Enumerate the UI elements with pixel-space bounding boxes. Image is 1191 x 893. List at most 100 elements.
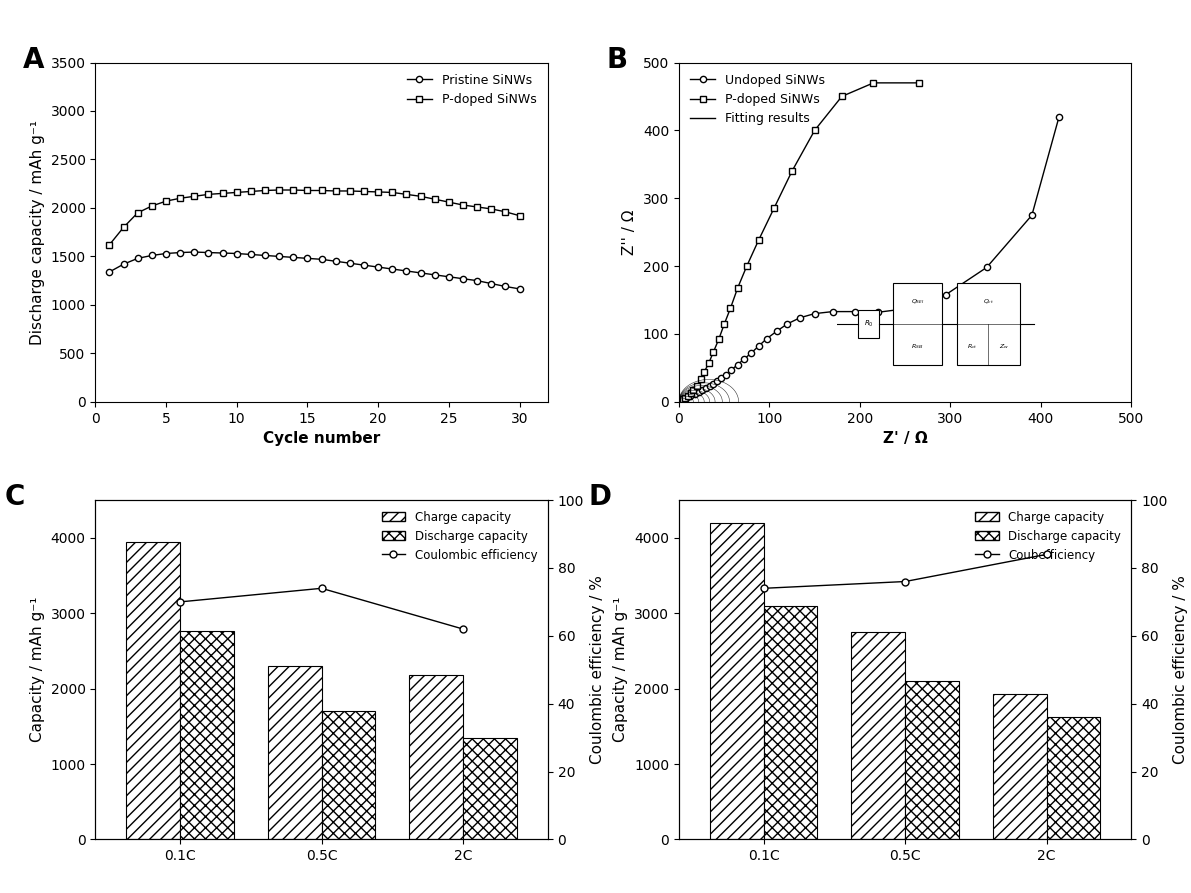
Coulombic efficiency (314, 583, 329, 594)
Undoped SiNWs (825, 306, 840, 317)
Y-axis label: Coulombic efficiency / %: Coulombic efficiency / % (1173, 575, 1189, 764)
P-doped SiNWs (102, 239, 117, 250)
Undoped SiNWs (715, 372, 729, 383)
P-doped SiNWs (684, 388, 698, 398)
P-doped SiNWs (681, 390, 696, 401)
P-doped SiNWs (723, 303, 737, 313)
Pristine SiNWs (117, 259, 131, 270)
Pristine SiNWs (357, 260, 372, 271)
Undoped SiNWs (706, 379, 721, 389)
Pristine SiNWs (286, 252, 300, 263)
Pristine SiNWs (131, 253, 145, 263)
Pristine SiNWs (173, 247, 187, 258)
Undoped SiNWs (710, 376, 724, 387)
Undoped SiNWs (730, 359, 744, 370)
Pristine SiNWs (258, 250, 273, 261)
P-doped SiNWs (512, 211, 526, 221)
Pristine SiNWs (456, 273, 470, 284)
P-doped SiNWs (807, 125, 822, 136)
Undoped SiNWs (780, 319, 794, 330)
Text: B: B (606, 46, 628, 73)
P-doped SiNWs (272, 185, 286, 196)
Undoped SiNWs (676, 395, 691, 405)
P-doped SiNWs (484, 204, 499, 214)
P-doped SiNWs (145, 201, 160, 212)
Pristine SiNWs (343, 258, 357, 269)
Legend: Undoped SiNWs, P-doped SiNWs, Fitting results: Undoped SiNWs, P-doped SiNWs, Fitting re… (685, 69, 830, 130)
Undoped SiNWs (737, 354, 752, 364)
Pristine SiNWs (498, 281, 512, 292)
P-doped SiNWs (911, 78, 925, 88)
Bar (463, 738, 517, 839)
P-doped SiNWs (711, 334, 725, 345)
Pristine SiNWs (329, 256, 343, 267)
P-doped SiNWs (131, 207, 145, 218)
Pristine SiNWs (413, 268, 428, 279)
P-doped SiNWs (740, 261, 754, 271)
Legend: Charge capacity, Discharge capacity, Coubefficiency: Charge capacity, Discharge capacity, Cou… (971, 506, 1125, 566)
Pristine SiNWs (102, 267, 117, 278)
Undoped SiNWs (752, 341, 766, 352)
Undoped SiNWs (719, 370, 734, 380)
Text: D: D (588, 483, 611, 511)
P-doped SiNWs (730, 282, 744, 293)
Pristine SiNWs (442, 271, 456, 282)
Legend: Charge capacity, Discharge capacity, Coulombic efficiency: Charge capacity, Discharge capacity, Cou… (376, 506, 542, 566)
Pristine SiNWs (512, 284, 526, 295)
Pristine SiNWs (484, 279, 499, 289)
P-doped SiNWs (690, 380, 704, 391)
Coulombic efficiency (173, 597, 187, 607)
P-doped SiNWs (372, 187, 386, 197)
P-doped SiNWs (300, 185, 314, 196)
Pristine SiNWs (428, 270, 442, 280)
Pristine SiNWs (300, 253, 314, 263)
Pristine SiNWs (314, 254, 329, 264)
P-doped SiNWs (244, 186, 258, 196)
P-doped SiNWs (456, 200, 470, 211)
Bar (993, 694, 1047, 839)
Coulombic efficiency (456, 623, 470, 634)
Legend: Pristine SiNWs, P-doped SiNWs: Pristine SiNWs, P-doped SiNWs (401, 69, 542, 111)
Undoped SiNWs (699, 383, 713, 394)
Undoped SiNWs (1024, 210, 1039, 221)
Bar (905, 681, 959, 839)
Pristine SiNWs (272, 251, 286, 262)
P-doped SiNWs (470, 202, 485, 213)
P-doped SiNWs (286, 185, 300, 196)
Undoped SiNWs (979, 263, 993, 273)
Pristine SiNWs (470, 275, 485, 286)
P-doped SiNWs (258, 185, 273, 196)
Undoped SiNWs (903, 303, 917, 313)
Undoped SiNWs (682, 391, 697, 402)
Pristine SiNWs (399, 265, 413, 276)
Pristine SiNWs (201, 247, 216, 258)
P-doped SiNWs (498, 206, 512, 217)
P-doped SiNWs (693, 374, 707, 385)
P-doped SiNWs (678, 392, 692, 403)
Bar (268, 666, 322, 839)
P-doped SiNWs (329, 186, 343, 196)
Undoped SiNWs (760, 333, 774, 344)
P-doped SiNWs (866, 78, 880, 88)
Y-axis label: Z'' / Ω: Z'' / Ω (622, 210, 637, 255)
Undoped SiNWs (1052, 112, 1066, 122)
Line: Coubefficiency: Coubefficiency (760, 551, 1050, 592)
P-doped SiNWs (230, 187, 244, 197)
Undoped SiNWs (807, 308, 822, 319)
P-doped SiNWs (785, 166, 799, 177)
Bar (322, 711, 375, 839)
Bar (710, 522, 763, 839)
Bar (763, 605, 817, 839)
Line: P-doped SiNWs: P-doped SiNWs (679, 79, 922, 404)
P-doped SiNWs (717, 319, 731, 330)
Bar (180, 630, 233, 839)
P-doped SiNWs (173, 193, 187, 204)
Pristine SiNWs (372, 262, 386, 272)
Y-axis label: Discharge capacity / mAh g⁻¹: Discharge capacity / mAh g⁻¹ (30, 120, 45, 345)
Y-axis label: Coulombic efficiency / %: Coulombic efficiency / % (590, 575, 605, 764)
P-doped SiNWs (117, 222, 131, 233)
Text: C: C (5, 483, 25, 511)
Undoped SiNWs (688, 388, 703, 399)
Text: A: A (23, 46, 44, 73)
Pristine SiNWs (230, 248, 244, 259)
